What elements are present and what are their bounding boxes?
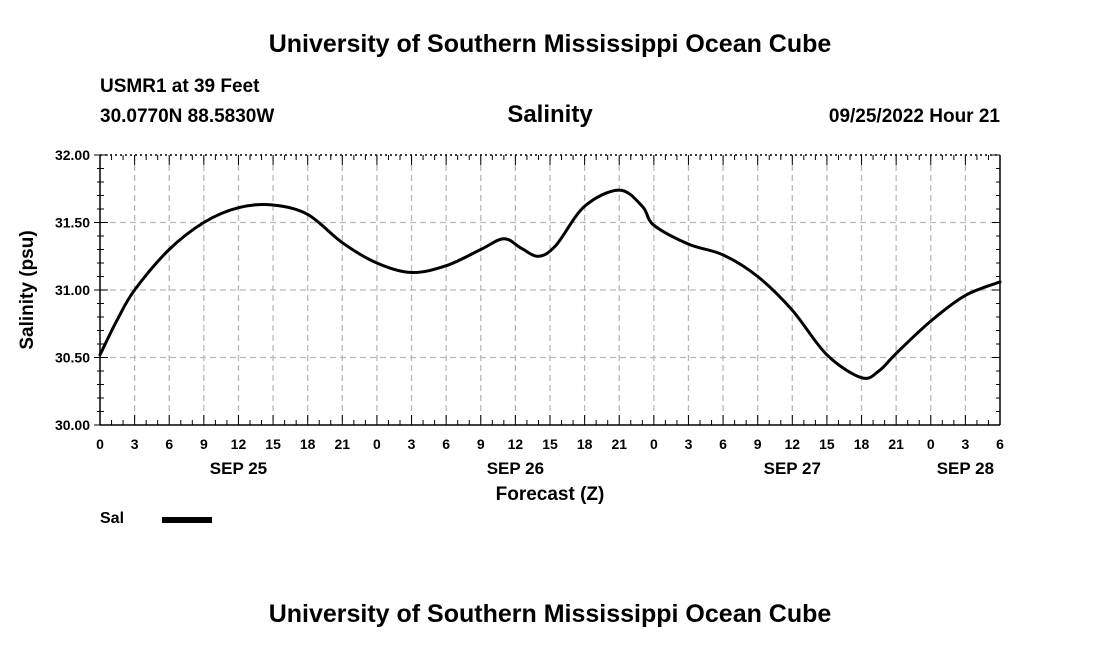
x-tick-label: 18 (577, 436, 593, 452)
x-tick-label: 0 (927, 436, 935, 452)
y-tick-label: 30.50 (55, 350, 90, 366)
y-tick-label: 31.50 (55, 215, 90, 231)
station-coordinates: 30.0770N 88.5830W (100, 106, 275, 127)
x-tick-label: 12 (231, 436, 247, 452)
y-axis-label: Salinity (psu) (17, 230, 38, 349)
x-tick-label: 21 (611, 436, 627, 452)
x-date-label: SEP 28 (937, 459, 994, 478)
grid-lines (100, 155, 1000, 425)
tick-labels: 30.00 30.50 31.00 31.50 32.00 0 3 6 9 12 15 18 21 0 3 6… (55, 147, 1004, 478)
x-tick-label: 21 (335, 436, 351, 452)
legend-line-swatch (162, 517, 212, 523)
x-date-label: SEP 25 (210, 459, 267, 478)
x-tick-label: 9 (754, 436, 762, 452)
x-tick-label: 0 (650, 436, 658, 452)
footer-title: University of Southern Mississippi Ocean… (268, 600, 832, 628)
x-date-label: SEP 26 (487, 459, 544, 478)
x-tick-label: 9 (477, 436, 485, 452)
page-title: University of Southern Mississippi Ocean… (268, 30, 832, 58)
axes (94, 154, 1001, 426)
x-tick-label: 3 (131, 436, 139, 452)
y-tick-label: 32.00 (55, 147, 90, 163)
x-tick-label: 6 (719, 436, 727, 452)
x-tick-label: 6 (165, 436, 173, 452)
station-label: USMR1 at 39 Feet (100, 76, 260, 97)
x-tick-label: 0 (96, 436, 104, 452)
x-tick-label: 15 (265, 436, 281, 452)
series-line-sal (98, 188, 1002, 380)
forecast-date: 09/25/2022 Hour 21 (828, 106, 1000, 127)
x-tick-label: 18 (854, 436, 870, 452)
x-tick-label: 0 (373, 436, 381, 452)
x-date-label: SEP 27 (764, 459, 821, 478)
chart-title: Salinity (507, 101, 593, 128)
x-tick-label: 6 (442, 436, 450, 452)
x-axis-label: Forecast (Z) (496, 484, 605, 505)
x-tick-label: 15 (819, 436, 835, 452)
x-tick-label: 3 (408, 436, 416, 452)
y-tick-label: 30.00 (55, 417, 90, 433)
x-tick-label: 6 (996, 436, 1004, 452)
y-tick-label: 31.00 (55, 282, 90, 298)
x-tick-label: 12 (508, 436, 524, 452)
legend-label: Sal (100, 510, 125, 527)
x-tick-label: 18 (300, 436, 316, 452)
x-tick-label: 12 (785, 436, 801, 452)
x-tick-label: 21 (888, 436, 904, 452)
x-tick-label: 15 (542, 436, 558, 452)
series-layer (98, 188, 1002, 380)
x-tick-label: 3 (685, 436, 693, 452)
x-tick-label: 9 (200, 436, 208, 452)
x-tick-label: 3 (961, 436, 969, 452)
